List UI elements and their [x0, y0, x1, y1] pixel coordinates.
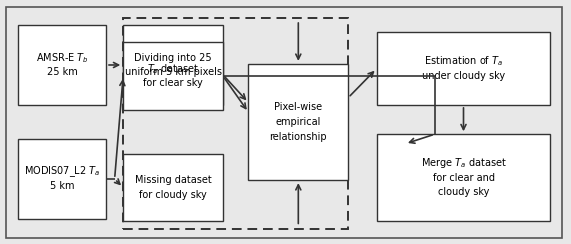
- Text: for clear and: for clear and: [432, 173, 494, 183]
- Bar: [123, 25, 223, 105]
- Text: Missing dataset: Missing dataset: [135, 175, 211, 185]
- Bar: [18, 25, 106, 105]
- Text: Merge $T_a$ dataset: Merge $T_a$ dataset: [421, 156, 506, 170]
- Text: Estimation of $T_a$: Estimation of $T_a$: [424, 54, 503, 68]
- Text: cloudy sky: cloudy sky: [438, 187, 489, 197]
- Bar: [18, 139, 106, 219]
- Text: 5 km: 5 km: [50, 181, 74, 191]
- Text: Pixel-wise: Pixel-wise: [274, 102, 323, 112]
- Bar: [123, 153, 223, 222]
- Bar: [123, 42, 223, 110]
- Text: uniform 5 km pixels: uniform 5 km pixels: [124, 67, 222, 77]
- Bar: [377, 134, 550, 222]
- Text: for clear sky: for clear sky: [143, 78, 203, 88]
- Text: for cloudy sky: for cloudy sky: [139, 190, 207, 200]
- Text: AMSR-E $T_b$: AMSR-E $T_b$: [35, 51, 89, 65]
- Text: under cloudy sky: under cloudy sky: [422, 71, 505, 81]
- Text: $T_a$ dataset: $T_a$ dataset: [147, 62, 199, 76]
- Text: MODIS07_L2 $T_a$: MODIS07_L2 $T_a$: [24, 164, 100, 179]
- Bar: [123, 18, 348, 229]
- Text: empirical: empirical: [276, 117, 321, 127]
- Bar: [248, 64, 348, 180]
- Text: Dividing into 25: Dividing into 25: [134, 53, 212, 63]
- Text: relationship: relationship: [270, 132, 327, 142]
- Bar: [377, 32, 550, 105]
- Text: 25 km: 25 km: [47, 67, 77, 77]
